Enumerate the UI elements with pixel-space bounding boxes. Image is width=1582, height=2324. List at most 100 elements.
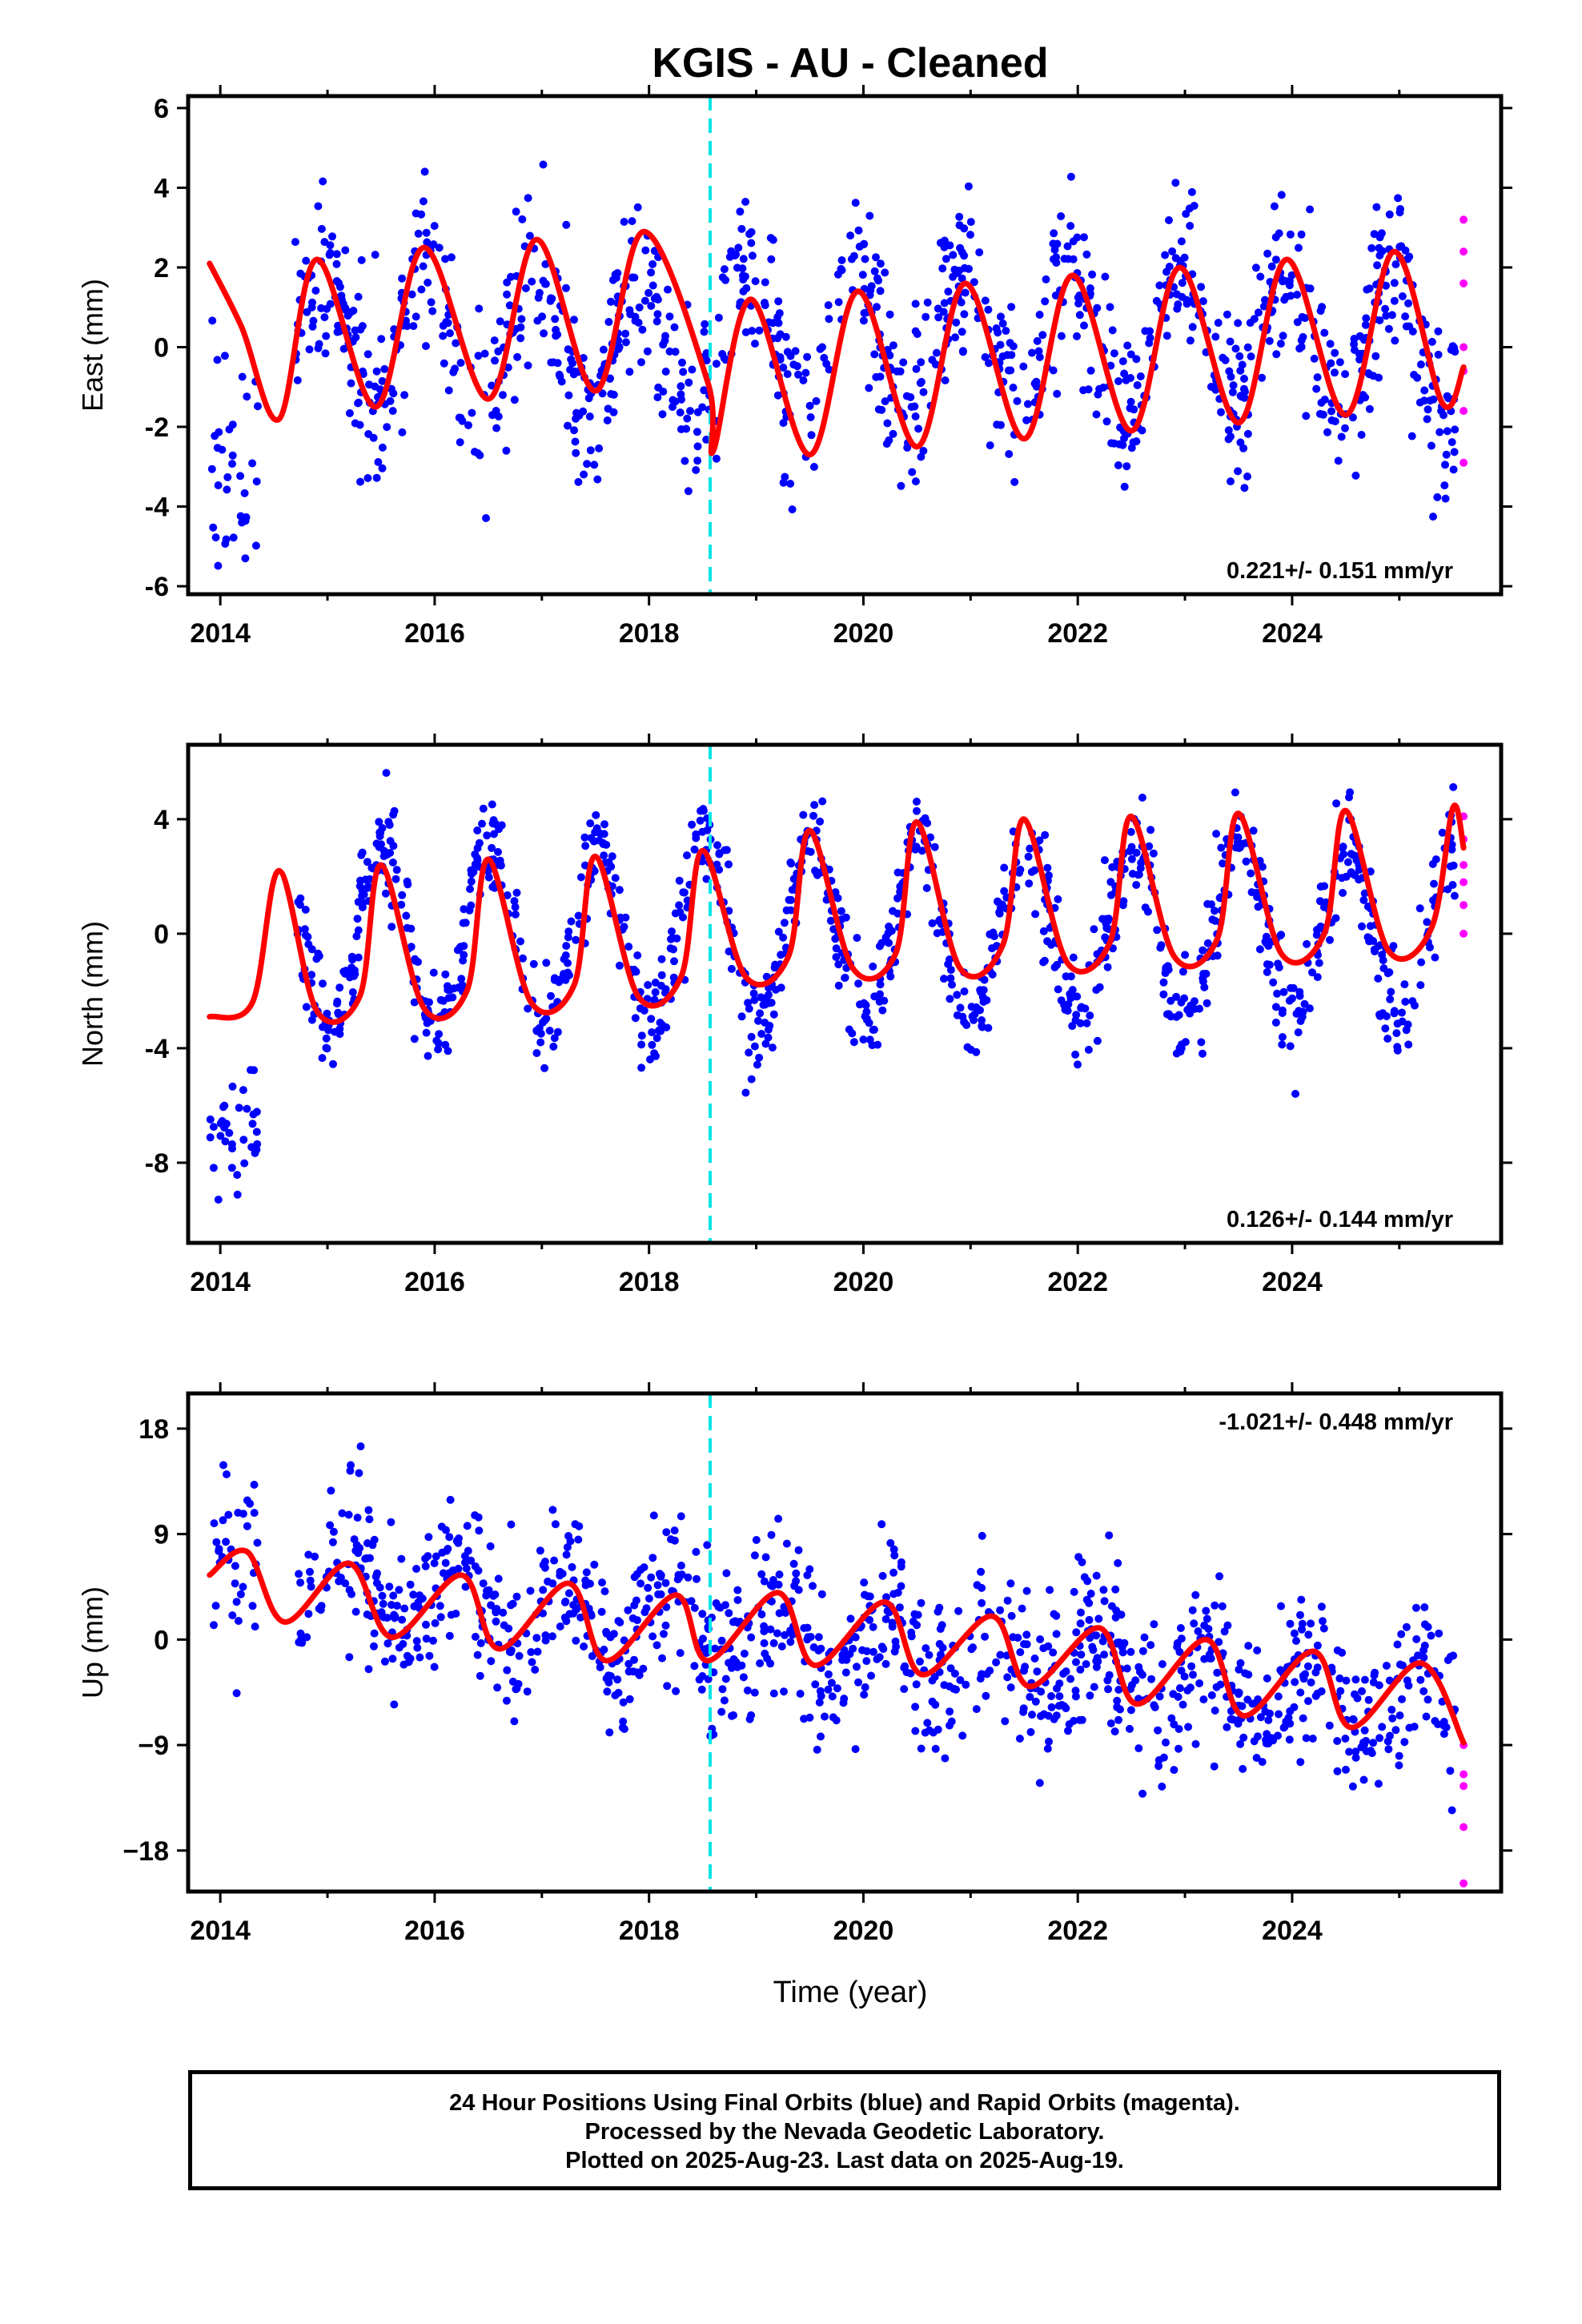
data-point — [1439, 1730, 1448, 1739]
data-point — [1172, 992, 1181, 1001]
data-point — [742, 283, 751, 292]
data-point — [1088, 270, 1097, 279]
data-point — [786, 480, 795, 488]
data-point — [862, 1647, 871, 1655]
data-point — [467, 877, 476, 886]
data-point — [307, 1582, 315, 1591]
data-point — [693, 408, 702, 416]
data-point — [718, 1685, 727, 1694]
data-point — [717, 1636, 726, 1645]
data-point — [1000, 887, 1009, 895]
data-point — [760, 1577, 769, 1586]
data-point — [254, 402, 262, 411]
data-point — [1150, 1703, 1159, 1711]
data-point — [515, 1651, 524, 1660]
data-point — [1393, 1043, 1402, 1051]
data-point — [665, 347, 674, 356]
data-point — [1249, 826, 1258, 835]
data-point — [1122, 376, 1130, 384]
data-point — [222, 535, 231, 544]
data-point — [624, 1659, 633, 1668]
data-point — [628, 217, 636, 226]
data-point — [649, 1511, 658, 1520]
data-point — [1308, 968, 1316, 977]
data-point — [692, 466, 701, 474]
rapid-point — [1460, 279, 1468, 287]
data-point — [1199, 1695, 1208, 1704]
data-point — [441, 1040, 450, 1049]
data-point — [1296, 1017, 1305, 1025]
data-point — [227, 1164, 236, 1172]
data-point — [429, 968, 438, 977]
data-point — [917, 846, 926, 855]
data-point — [997, 420, 1005, 429]
data-point — [1045, 871, 1053, 880]
data-point — [1326, 935, 1334, 944]
data-point — [998, 320, 1007, 328]
data-point — [304, 940, 313, 949]
data-point — [221, 1137, 230, 1146]
data-point — [358, 848, 367, 857]
data-point — [658, 1020, 667, 1029]
data-point — [1450, 891, 1459, 900]
data-point — [1173, 304, 1182, 313]
data-point — [1216, 1680, 1225, 1689]
data-point — [818, 797, 827, 806]
data-point — [628, 1667, 637, 1676]
data-point — [243, 1104, 251, 1113]
data-point — [467, 1556, 476, 1565]
data-point — [358, 322, 367, 331]
data-point — [889, 1545, 898, 1554]
data-point — [1426, 943, 1434, 951]
data-point — [1443, 427, 1452, 436]
data-point — [714, 1602, 723, 1611]
data-point — [1126, 827, 1135, 836]
data-point — [300, 925, 309, 934]
data-point — [1114, 461, 1122, 469]
data-point — [1227, 477, 1235, 486]
data-point — [1343, 858, 1352, 866]
velocity-label: 0.126+/- 0.144 mm/yr — [1227, 1207, 1453, 1232]
data-point — [1286, 1707, 1295, 1715]
data-point — [975, 248, 984, 257]
data-point — [870, 350, 879, 359]
data-point — [637, 1063, 646, 1072]
data-point — [761, 278, 769, 287]
data-point — [1030, 1655, 1039, 1663]
data-point — [941, 1754, 950, 1763]
data-point — [422, 1620, 430, 1629]
data-point — [536, 1038, 545, 1047]
data-point — [1154, 1762, 1163, 1771]
data-point — [1033, 336, 1042, 345]
data-point — [1395, 1761, 1403, 1770]
data-point — [659, 340, 668, 349]
data-point — [606, 1672, 615, 1680]
data-point — [564, 1589, 573, 1598]
data-point — [679, 888, 688, 897]
data-point — [956, 243, 965, 252]
data-point — [824, 1670, 833, 1679]
data-point — [1005, 450, 1014, 458]
data-point — [229, 533, 238, 542]
data-point — [422, 342, 430, 351]
data-point — [639, 1664, 648, 1673]
data-point — [783, 348, 792, 356]
data-point — [1395, 243, 1404, 251]
data-point — [788, 505, 797, 514]
data-point — [994, 898, 1002, 907]
data-point — [769, 1689, 778, 1698]
data-point — [1275, 229, 1283, 238]
data-point — [388, 1655, 397, 1663]
data-point — [1062, 1667, 1070, 1676]
data-point — [1362, 314, 1371, 323]
data-point — [1391, 1726, 1400, 1735]
model-fit-curve — [207, 1547, 1467, 1746]
data-point — [900, 1685, 909, 1694]
data-point — [1092, 1663, 1101, 1671]
data-point — [564, 933, 572, 942]
data-point — [960, 987, 969, 995]
data-point — [1178, 967, 1187, 976]
rapid-point — [1460, 1823, 1468, 1831]
data-point — [1126, 846, 1134, 855]
